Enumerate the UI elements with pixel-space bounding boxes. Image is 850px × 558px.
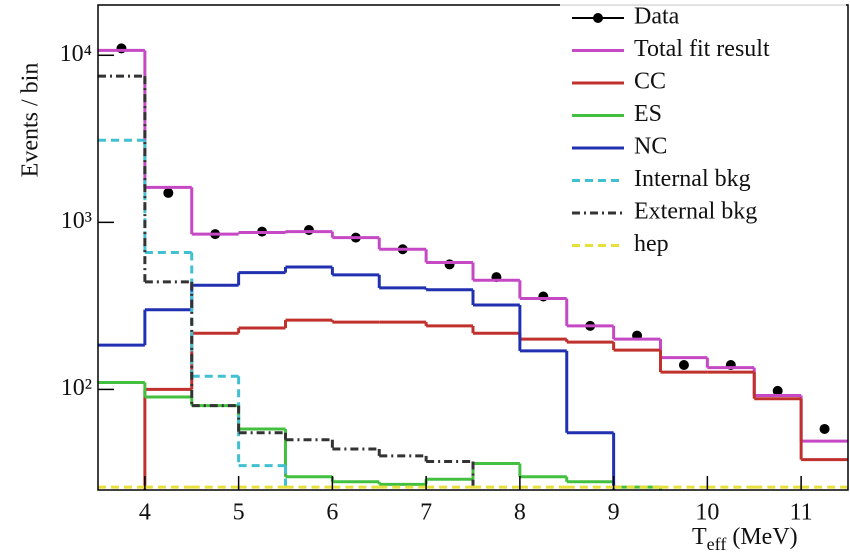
data-point (163, 187, 174, 198)
x-axis-label: Teff (MeV) (692, 524, 798, 555)
y-tick-label: 10² (61, 375, 92, 401)
y-tick-label: 10³ (61, 208, 92, 234)
legend-label: hep (634, 231, 669, 257)
x-tick-label: 10 (695, 500, 719, 526)
x-label-main: T (692, 524, 707, 550)
x-tick-label: 4 (139, 500, 151, 526)
data-point (678, 360, 689, 371)
data-point (772, 385, 783, 396)
y-tick-label: 10⁴ (60, 41, 92, 67)
x-tick-label: 11 (790, 500, 813, 526)
data-point (303, 224, 314, 235)
x-label-unit: (MeV) (732, 524, 797, 550)
legend-label: ES (634, 101, 662, 127)
x-label-sub: eff (707, 534, 727, 554)
legend-box (560, 4, 846, 262)
legend-label: Data (634, 4, 680, 30)
x-tick-label: 8 (514, 500, 526, 526)
legend-label: NC (634, 134, 667, 160)
legend-marker (593, 13, 603, 23)
legend-label: Internal bkg (634, 166, 751, 192)
plot-area (98, 43, 848, 490)
x-tick-label: 9 (608, 500, 620, 526)
frame (97, 4, 849, 491)
y-axis-label: Events / bin (18, 63, 44, 178)
legend-label: CC (634, 69, 666, 95)
data-point (819, 423, 830, 434)
x-tick-label: 6 (326, 500, 338, 526)
x-tick-label: 5 (233, 500, 245, 526)
legend-label: External bkg (634, 199, 757, 225)
data-point (444, 259, 455, 270)
x-tick-label: 7 (420, 500, 432, 526)
legend-label: Total fit result (634, 36, 770, 62)
